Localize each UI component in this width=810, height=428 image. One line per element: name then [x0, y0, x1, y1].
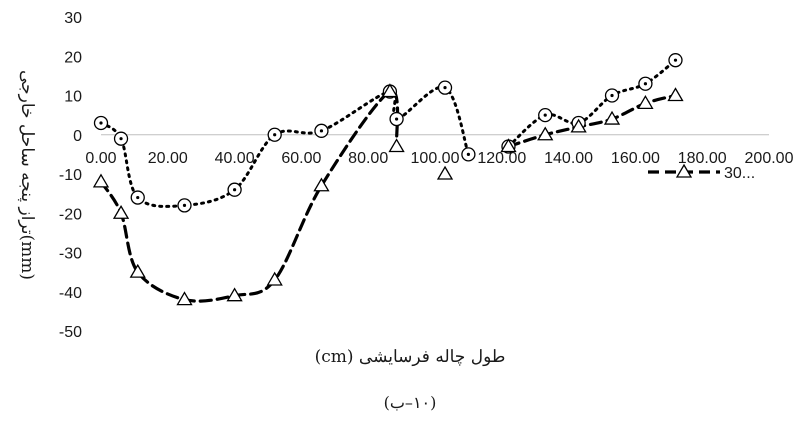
circle-marker-dot: [466, 152, 470, 156]
circle-marker-dot: [643, 82, 648, 86]
x-tick-label: 40.00: [215, 150, 255, 167]
circle-marker-dot: [182, 203, 187, 207]
x-tick-label: 80.00: [348, 150, 388, 167]
circle-marker-dot: [273, 133, 277, 137]
y-tick-label: -40: [59, 285, 82, 302]
legend-triangle-marker: [675, 163, 693, 178]
dashed-series-line: [99, 89, 400, 303]
triangle-marker: [129, 263, 146, 278]
x-tick-label: 140.00: [544, 150, 593, 167]
triangle-marker: [667, 87, 684, 102]
triangle-marker: [603, 110, 621, 125]
triangle-marker: [176, 291, 193, 306]
y-axis-title: تراز پنجه ساحل خارجی(mm): [17, 70, 37, 280]
circle-marker-dot: [99, 121, 103, 125]
circle-marker-dot: [543, 113, 547, 117]
dotted-series-line: [99, 85, 470, 208]
y-tick-label: 10: [64, 89, 82, 106]
triangle-marker: [500, 138, 517, 153]
circle-marker-dot: [136, 195, 140, 200]
x-tick-label: 100.00: [411, 150, 460, 167]
y-tick-label: -10: [59, 167, 82, 184]
y-tick-label: -30: [59, 246, 82, 263]
legend-label: 30...: [724, 165, 755, 182]
x-tick-label: 60.00: [281, 150, 321, 167]
circle-marker-dot: [610, 93, 614, 98]
triangle-marker: [92, 173, 110, 188]
triangle-marker: [112, 204, 130, 219]
tick-labels: -50 -40 -30 -20 -10 0 10 20 30 0.00 20.00 40.00 60.0…: [59, 10, 794, 341]
y-tick-label: -50: [59, 324, 82, 341]
triangle-marker: [388, 138, 405, 153]
x-axis-title: طول چاله فرسایشی (cm): [315, 347, 506, 367]
y-tick-label: 30: [64, 10, 82, 27]
circle-marker-dot: [673, 58, 678, 62]
x-tick-label: 180.00: [678, 150, 727, 167]
triangle-marker: [226, 287, 243, 302]
triangle-marker: [266, 271, 283, 286]
data-markers: [92, 53, 684, 306]
triangle-marker: [381, 83, 399, 98]
dotted-series-line: [506, 58, 677, 149]
triangle-marker: [570, 118, 587, 133]
x-tick-label: 160.00: [611, 150, 660, 167]
circle-marker-dot: [319, 129, 324, 133]
x-tick-label: 120.00: [477, 150, 526, 167]
triangle-marker: [313, 177, 330, 192]
circle-marker-dot: [119, 137, 123, 141]
y-tick-label: 20: [64, 49, 82, 66]
y-tick-label: 0: [73, 128, 82, 145]
figure-caption: (۱۰–ب): [384, 393, 437, 412]
legend: 30...: [648, 163, 755, 182]
circle-marker-dot: [233, 188, 237, 192]
x-tick-label: 200.00: [745, 150, 794, 167]
x-tick-label: 0.00: [85, 150, 116, 167]
triangle-marker: [436, 165, 454, 180]
y-tick-label: -20: [59, 206, 82, 223]
circle-marker-dot: [443, 86, 447, 90]
x-tick-label: 20.00: [148, 150, 188, 167]
circle-marker-dot: [394, 117, 399, 121]
triangle-marker: [537, 126, 554, 141]
triangle-marker: [637, 95, 654, 109]
